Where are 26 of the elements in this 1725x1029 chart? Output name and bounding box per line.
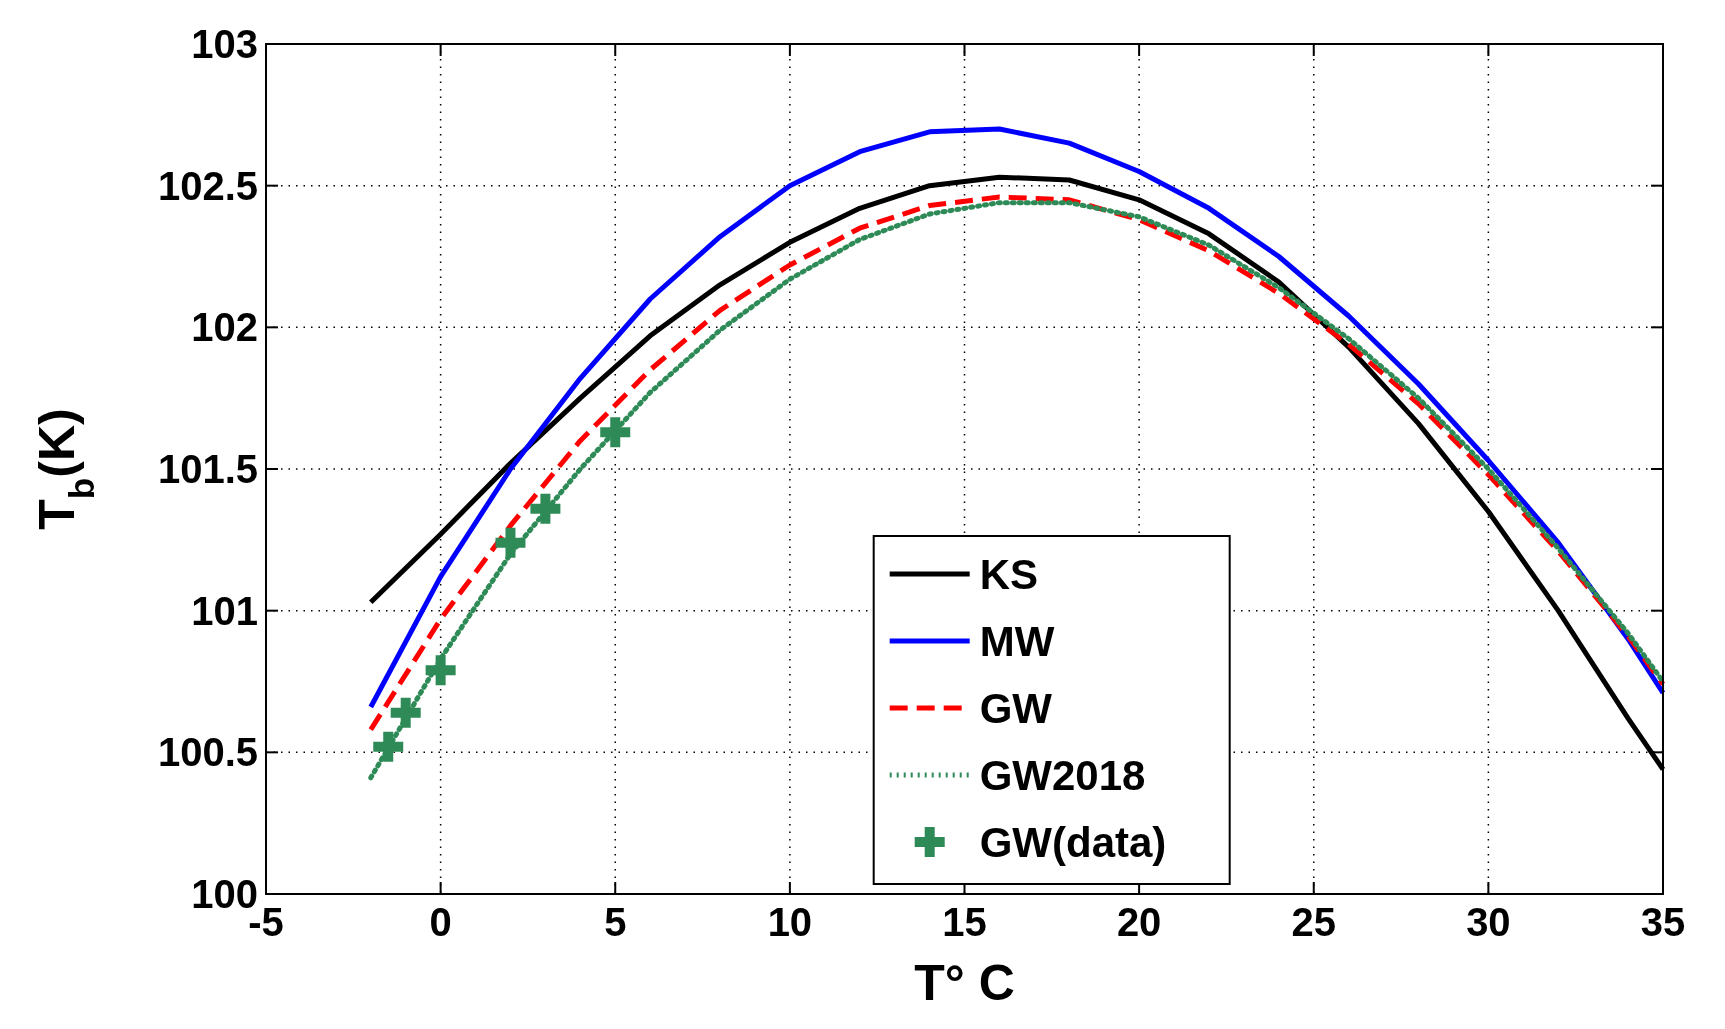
- point: [373, 731, 404, 762]
- y-tick-label: 101: [191, 588, 258, 633]
- point: [425, 655, 456, 686]
- y-tick-label: 101.5: [157, 447, 258, 491]
- x-tick-label: 0: [429, 900, 452, 944]
- x-tick-label: 5: [604, 900, 627, 944]
- point: [495, 527, 526, 558]
- y-tick-label: 102.5: [157, 163, 258, 208]
- point: [600, 417, 631, 448]
- point: [390, 697, 421, 728]
- legend-label: GW: [979, 685, 1053, 732]
- legend-label: KS: [979, 551, 1039, 598]
- point: [530, 493, 561, 524]
- legend-label: MW: [979, 618, 1055, 665]
- y-tick-label: 100.5: [157, 730, 258, 775]
- x-tick-label: 10: [767, 900, 813, 944]
- y-tick-label: 102: [191, 305, 258, 350]
- x-tick-label: 30: [1466, 900, 1511, 944]
- legend-label: GW2018: [979, 752, 1146, 799]
- x-tick-label: 35: [1640, 900, 1686, 944]
- y-tick-label: 103: [191, 22, 258, 66]
- x-tick-label: 25: [1291, 900, 1336, 944]
- x-axis-title: T° C: [914, 955, 1015, 1011]
- x-tick-label: 15: [942, 900, 987, 944]
- x-tick-label: 20: [1116, 900, 1162, 944]
- legend-label: GW(data): [979, 819, 1167, 866]
